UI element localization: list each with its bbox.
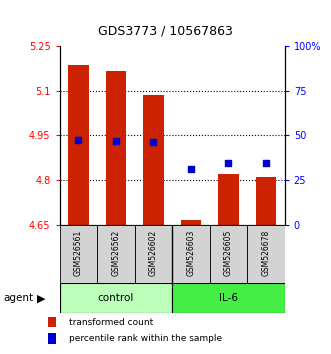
Bar [48, 333, 56, 343]
Bar [135, 225, 172, 283]
Text: ▶: ▶ [37, 293, 46, 303]
Bar [97, 225, 135, 283]
Bar [68, 65, 89, 225]
Text: control: control [98, 293, 134, 303]
Text: GSM526603: GSM526603 [186, 230, 195, 276]
Point [226, 161, 231, 166]
Point [113, 138, 118, 144]
Text: GSM526602: GSM526602 [149, 230, 158, 276]
Bar [218, 173, 239, 225]
Text: transformed count: transformed count [69, 318, 153, 326]
Point [188, 166, 194, 172]
Text: GSM526678: GSM526678 [261, 230, 270, 276]
Bar [48, 317, 56, 327]
Text: GSM526561: GSM526561 [74, 230, 83, 276]
Text: agent: agent [3, 293, 33, 303]
Text: percentile rank within the sample: percentile rank within the sample [69, 334, 222, 343]
Bar [60, 283, 172, 313]
Point [151, 139, 156, 145]
Bar [106, 72, 126, 225]
Text: IL-6: IL-6 [219, 293, 238, 303]
Bar [143, 95, 164, 225]
Text: GSM526562: GSM526562 [111, 230, 120, 276]
Text: GSM526605: GSM526605 [224, 230, 233, 276]
Point [76, 137, 81, 143]
Bar [247, 225, 285, 283]
Bar [210, 225, 247, 283]
Bar [256, 177, 276, 225]
Bar [172, 225, 210, 283]
Bar [60, 225, 97, 283]
Bar [181, 220, 201, 225]
Bar [172, 283, 285, 313]
Text: GDS3773 / 10567863: GDS3773 / 10567863 [98, 24, 233, 37]
Point [263, 161, 268, 166]
